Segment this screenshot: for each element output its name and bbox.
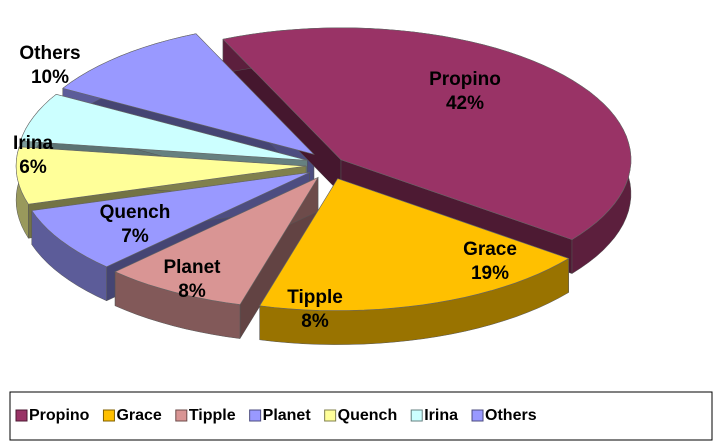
legend-label: Planet — [263, 407, 312, 424]
legend-swatch — [410, 409, 423, 422]
slice — [114, 176, 319, 305]
slice — [222, 27, 632, 240]
legend-swatch — [175, 409, 188, 422]
slice-labels: Propino 42% Grace 19% Tipple 8% Planet 8% Quench… — [13, 43, 517, 332]
slice-label: Others — [19, 43, 80, 64]
legend-swatch — [249, 409, 262, 422]
slice-label: Propino — [429, 69, 501, 90]
pie-tops — [15, 27, 632, 311]
slice-label: Grace — [463, 239, 517, 260]
slice — [259, 178, 570, 311]
slice-value-label: 6% — [19, 157, 47, 178]
slice-label: Tipple — [287, 287, 343, 308]
slice-value-label: 19% — [471, 263, 509, 284]
slice-label: Quench — [100, 202, 171, 223]
legend: Propino Grace Tipple Planet Quench Irina Other… — [15, 407, 537, 424]
legend-swatch — [471, 409, 484, 422]
legend-swatch — [324, 409, 337, 422]
slice-value-label: 8% — [178, 281, 206, 302]
slice-value-label: 42% — [446, 93, 484, 114]
legend-label: Tipple — [189, 407, 236, 424]
slice — [62, 33, 315, 155]
slice-value-label: 8% — [301, 311, 329, 332]
legend-label: Others — [485, 407, 537, 424]
slice — [31, 172, 310, 268]
legend-swatch — [15, 409, 28, 422]
legend-label: Irina — [424, 407, 458, 424]
legend-label: Quench — [338, 407, 398, 424]
slice — [15, 146, 307, 205]
slice-value-label: 7% — [121, 226, 149, 247]
slice-label: Irina — [13, 133, 54, 154]
slice — [19, 93, 308, 161]
legend-label: Propino — [29, 407, 90, 424]
legend-swatch — [102, 409, 115, 422]
legend-label: Grace — [116, 407, 161, 424]
slice-value-label: 10% — [31, 67, 69, 88]
legend-box — [9, 391, 713, 441]
slice-label: Planet — [163, 257, 221, 278]
